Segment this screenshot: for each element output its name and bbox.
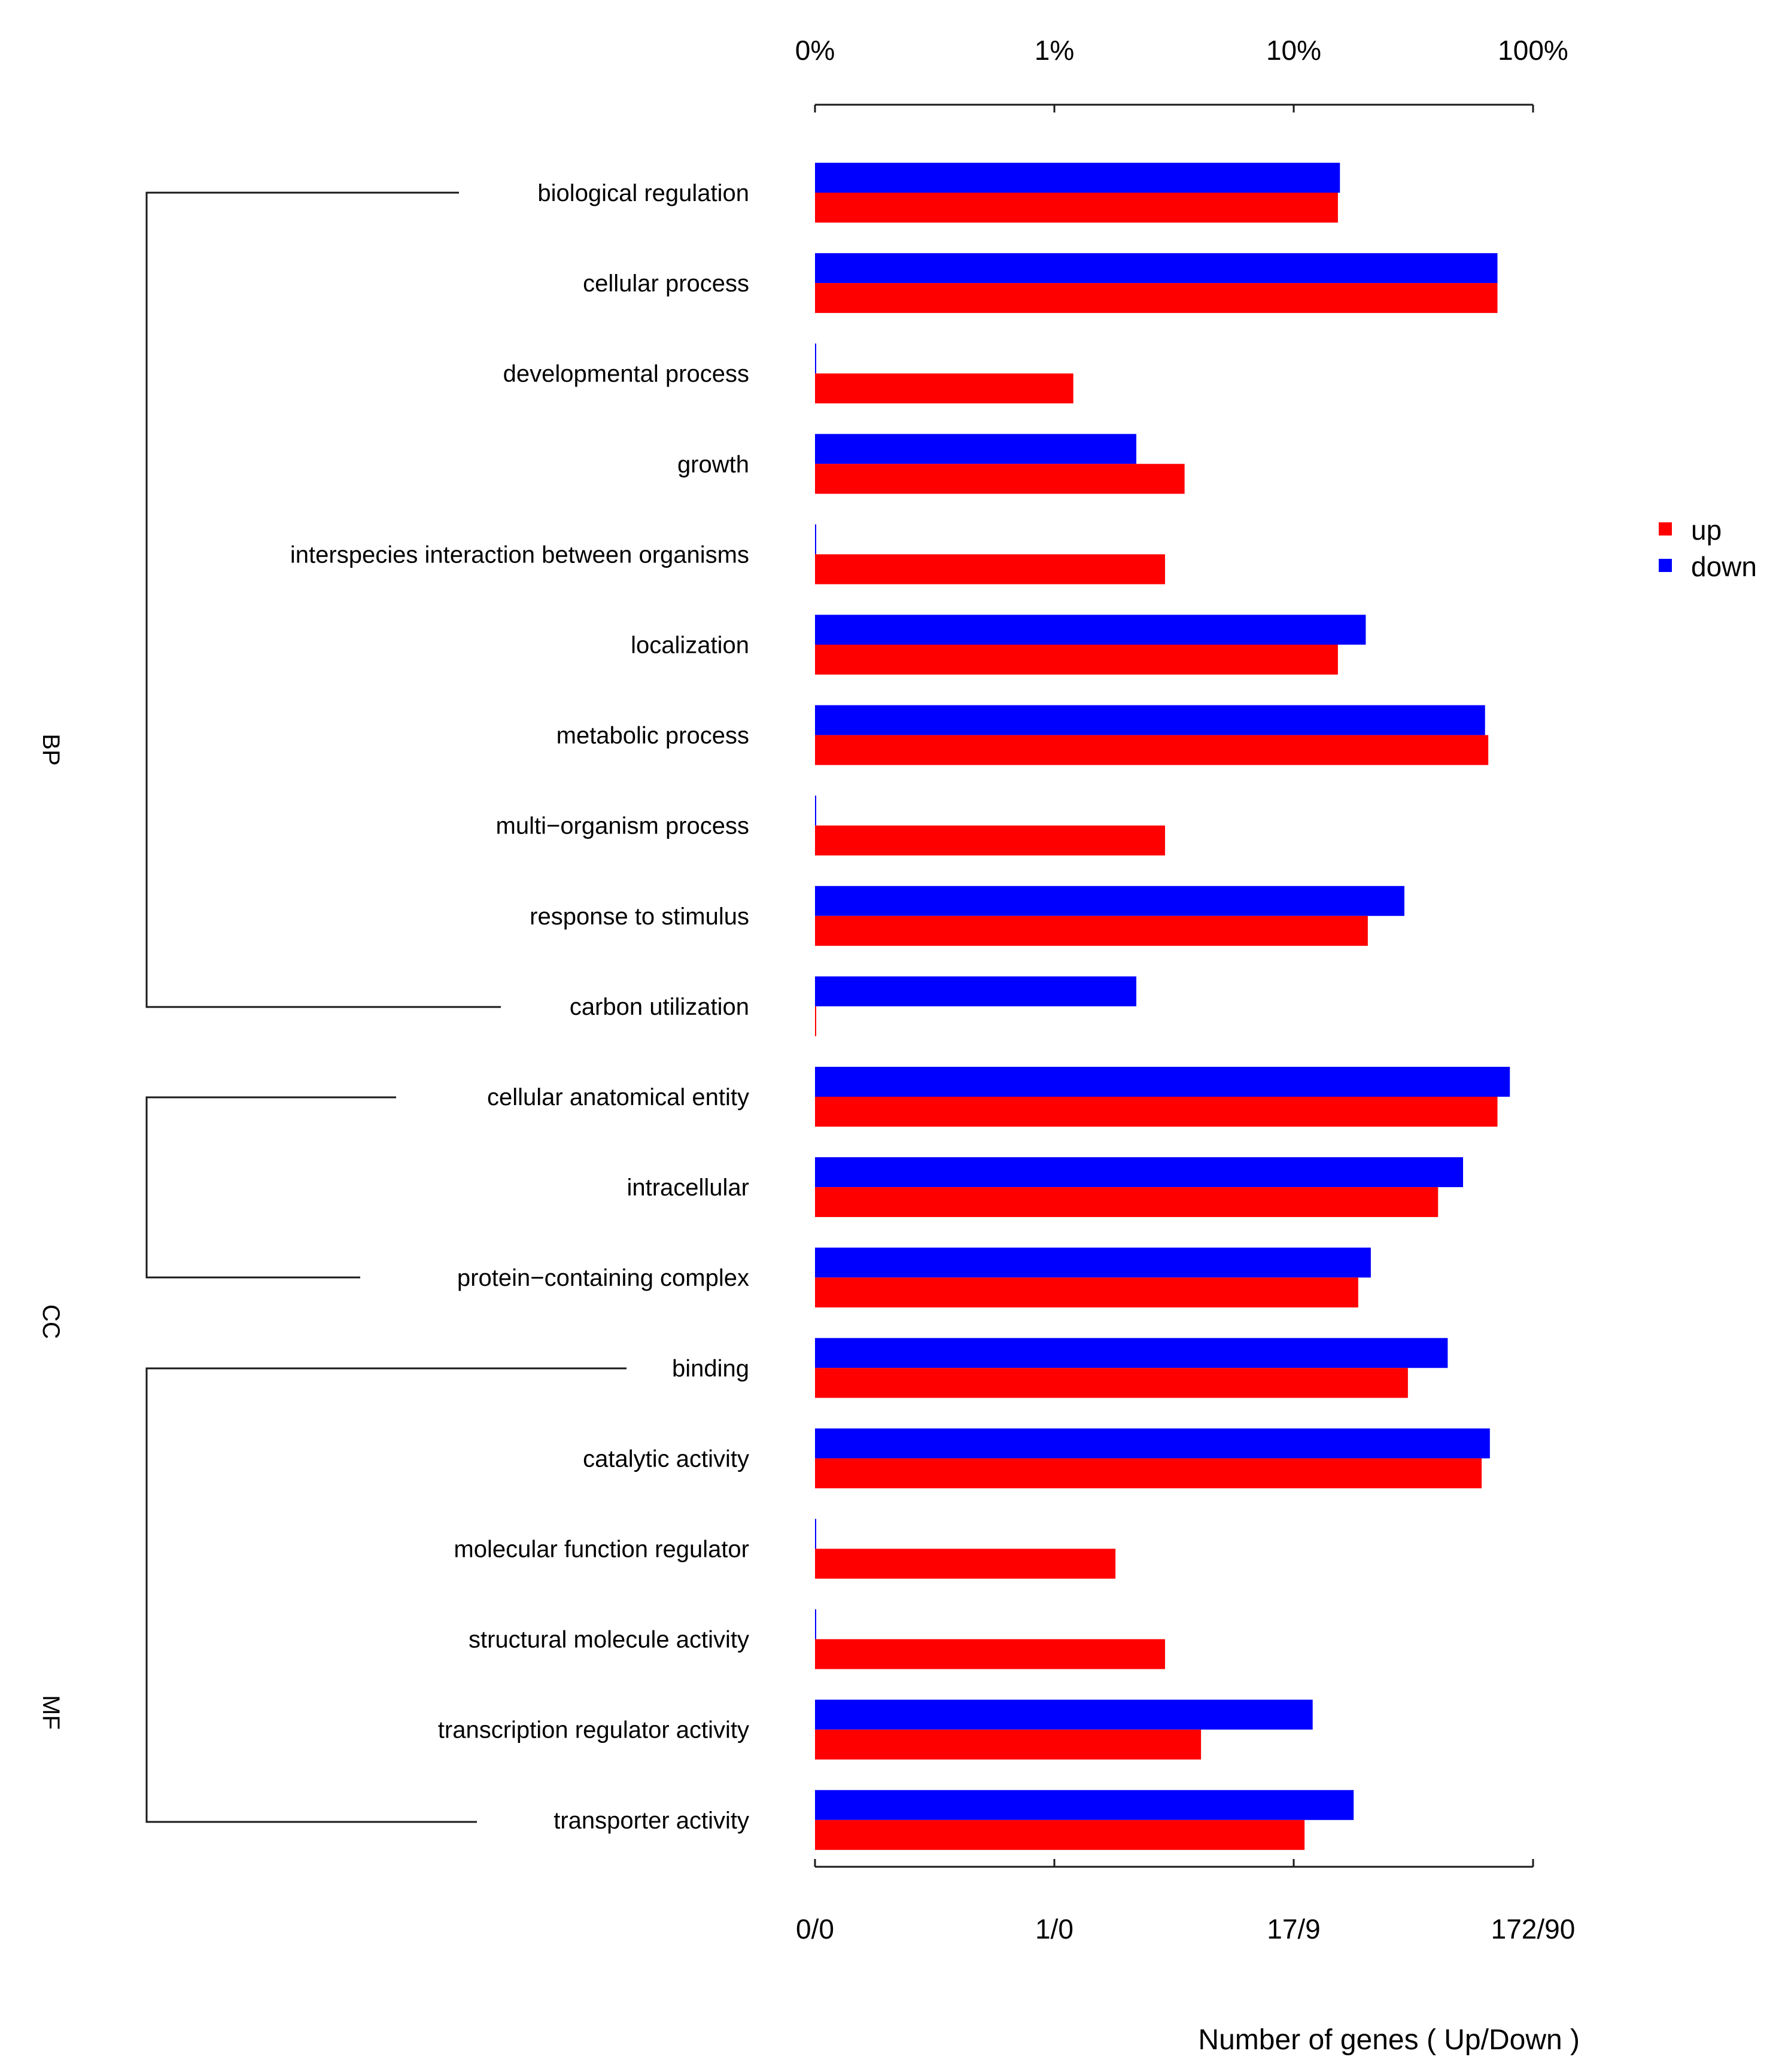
category-brackets: BP CC MF [38, 191, 627, 1823]
bar-up [815, 1277, 1358, 1308]
bar-down [815, 886, 1404, 916]
legend-label-down: down [1691, 551, 1757, 582]
bar-up [815, 1006, 816, 1036]
bar-down [815, 434, 1136, 464]
legend: up down [1659, 515, 1757, 582]
bar-up [815, 1458, 1482, 1489]
bar-down [815, 1338, 1448, 1368]
bar-down [815, 1157, 1464, 1188]
category-label: cellular anatomical entity [487, 1084, 749, 1110]
bar-down [815, 343, 816, 374]
bars [815, 163, 1510, 1850]
category-label: catalytic activity [583, 1446, 749, 1472]
top-tick-label: 1% [1035, 35, 1074, 66]
bottom-tick-label: 17/9 [1267, 1913, 1321, 1945]
category-label: cellular process [583, 270, 749, 297]
bar-down [815, 705, 1485, 735]
bp-bracket [145, 191, 501, 1008]
bottom-axis: 0/0 1/0 17/9 172/90 Number of genes ( Up… [796, 1859, 1580, 2056]
bar-up [815, 373, 1074, 404]
bar-up [815, 1729, 1202, 1760]
category-label: metabolic process [556, 723, 749, 749]
top-axis: 0% 1% 10% 100% [795, 35, 1568, 112]
bar-down [815, 1790, 1354, 1820]
category-label: binding [672, 1355, 749, 1382]
category-label: interspecies interaction between organis… [290, 541, 749, 568]
mf-bracket [145, 1367, 627, 1823]
bar-up [815, 1820, 1305, 1850]
bar-up [815, 1187, 1439, 1218]
category-label: transcription regulator activity [438, 1717, 749, 1744]
legend-swatch-down [1659, 559, 1672, 572]
group-label-cc: CC [38, 1304, 64, 1339]
x-axis-title: Number of genes ( Up/Down ) [1198, 2024, 1580, 2056]
bar-down [815, 1428, 1490, 1459]
bar-up [815, 1097, 1498, 1127]
category-label: transporter activity [554, 1808, 749, 1834]
bar-down [815, 614, 1366, 645]
category-label: protein−containing complex [457, 1265, 749, 1291]
category-label: developmental process [503, 361, 749, 387]
category-label: molecular function regulator [454, 1536, 749, 1563]
bar-down [815, 795, 816, 826]
bar-down [815, 163, 1340, 193]
bar-up [815, 644, 1338, 675]
category-label: intracellular [627, 1175, 749, 1201]
category-label: growth [677, 451, 749, 477]
group-label-bp: BP [38, 734, 64, 765]
group-label-mf: MF [38, 1695, 64, 1730]
top-tick-label: 100% [1498, 35, 1568, 66]
category-label: carbon utilization [570, 994, 749, 1020]
bar-up [815, 283, 1498, 314]
bottom-tick-label: 0/0 [796, 1913, 834, 1945]
bar-down [815, 1519, 816, 1549]
category-label: localization [631, 632, 749, 659]
legend-label-up: up [1691, 515, 1722, 546]
cc-bracket [145, 1096, 396, 1279]
top-tick-label: 10% [1266, 35, 1321, 66]
bar-up [815, 915, 1368, 946]
bottom-tick-label: 1/0 [1035, 1913, 1074, 1945]
bar-down [815, 1699, 1313, 1730]
category-labels: biological regulation cellular process dev… [290, 180, 749, 1834]
bar-up [815, 1548, 1116, 1579]
top-tick-label: 0% [795, 35, 835, 66]
bar-down [815, 1609, 816, 1639]
bar-up [815, 554, 1165, 585]
bar-up [815, 1368, 1408, 1398]
bar-up [815, 825, 1165, 856]
bar-up [815, 193, 1338, 223]
bottom-tick-label: 172/90 [1491, 1913, 1576, 1945]
bar-down [815, 1248, 1371, 1278]
legend-swatch-up [1659, 522, 1672, 536]
bar-up [815, 464, 1185, 494]
bar-up [815, 1639, 1165, 1669]
bar-down [815, 1067, 1510, 1097]
bar-down [815, 976, 1136, 1006]
category-label: response to stimulus [530, 903, 749, 930]
bar-up [815, 735, 1489, 765]
category-label: multi−organism process [496, 813, 750, 839]
bar-down [815, 524, 816, 555]
category-label: biological regulation [537, 180, 749, 206]
bar-down [815, 253, 1498, 284]
category-label: structural molecule activity [469, 1627, 749, 1653]
